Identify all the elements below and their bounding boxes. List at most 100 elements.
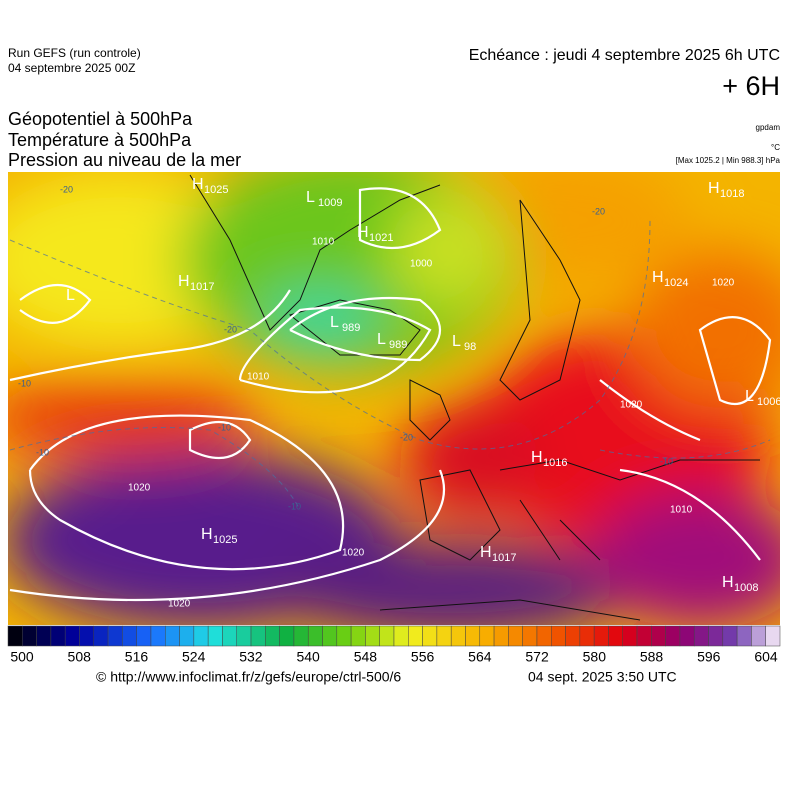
pressure-center: L 989 xyxy=(377,331,407,351)
colorbar-swatch xyxy=(107,625,123,647)
temperature-label: -10 xyxy=(36,447,49,457)
colorbar-swatch xyxy=(93,625,109,647)
unit: gpdam xyxy=(756,123,781,132)
isobar-label: 1020 xyxy=(342,548,365,559)
center-value: 1025 xyxy=(213,534,237,546)
colorbar-swatch xyxy=(765,625,781,647)
temperature-label: -20 xyxy=(400,432,413,442)
isobar-label: 1020 xyxy=(712,278,735,289)
center-value: 1024 xyxy=(664,277,688,289)
center-value: 1016 xyxy=(543,457,567,469)
center-value: 1025 xyxy=(204,184,228,196)
center-value: 1017 xyxy=(492,552,516,564)
colorbar-tick-label: 500 xyxy=(10,649,34,665)
colorbar-tick-label: 580 xyxy=(583,649,607,665)
colorbar-tick-label: 548 xyxy=(354,649,378,665)
isobar-label: 1010 xyxy=(670,505,693,516)
colorbar-swatch xyxy=(279,625,295,647)
center-kind: H xyxy=(708,180,720,197)
colorbar-swatch xyxy=(193,625,209,647)
center-kind: H xyxy=(722,574,734,591)
colorbar-swatch xyxy=(722,625,738,647)
center-kind: L xyxy=(452,333,461,350)
temperature-label: -10 xyxy=(660,456,673,466)
isobar-label: 1010 xyxy=(312,237,335,248)
center-kind: H xyxy=(652,269,664,286)
pressure-center: L 989 xyxy=(330,314,360,334)
center-value: 1021 xyxy=(369,232,393,244)
colorbar-swatch xyxy=(736,625,752,647)
pressure-center: L 1006 xyxy=(745,388,781,408)
pressure-center: L 98 xyxy=(452,333,476,353)
colorbar-swatch xyxy=(665,625,681,647)
colorbar-swatch xyxy=(150,625,166,647)
center-kind: H xyxy=(201,526,213,543)
title: Pression au niveau de la mer xyxy=(8,150,241,170)
colorbar-swatch xyxy=(336,625,352,647)
colorbar-swatch xyxy=(22,625,37,647)
center-value: 989 xyxy=(389,339,407,351)
unit: [Max 1025.2 | Min 988.3] hPa xyxy=(676,156,781,165)
pressure-center: H 1025 xyxy=(201,526,237,546)
colorbar-swatch xyxy=(365,625,380,647)
run: Run GEFS (run controle) xyxy=(8,46,141,60)
center-value: 1018 xyxy=(720,188,744,200)
colorbar-swatch xyxy=(265,625,280,647)
temperature-label: -20 xyxy=(60,184,73,194)
pressure-center: H 1017 xyxy=(178,273,214,293)
pressure-center: H 1018 xyxy=(708,180,744,200)
colorbar-tick-label: 556 xyxy=(411,649,435,665)
center-value: 1006 xyxy=(757,396,781,408)
pressure-center: H 1008 xyxy=(722,574,758,594)
colorbar-swatch xyxy=(508,625,523,647)
colorbar-swatch xyxy=(450,625,466,647)
echeance: Echéance : jeudi 4 septembre 2025 6h UTC xyxy=(469,47,780,64)
title: Température à 500hPa xyxy=(8,130,192,150)
colorbar-swatch xyxy=(479,625,495,647)
colorbar-tick-label: 540 xyxy=(296,649,320,665)
temperature-label: -10 xyxy=(218,422,231,432)
pressure-center: H 1021 xyxy=(357,224,393,244)
colorbar-swatch xyxy=(136,625,152,647)
colorbar-tick-label: 596 xyxy=(697,649,721,665)
colorbar-swatch xyxy=(636,625,652,647)
colorbar-swatch xyxy=(622,625,638,647)
colorbar-swatch xyxy=(293,625,309,647)
colorbar-swatch xyxy=(207,625,223,647)
colorbar-swatch xyxy=(179,625,195,647)
colorbar-swatch xyxy=(165,625,180,647)
center-kind: L xyxy=(330,314,339,331)
colorbar-tick-label: 516 xyxy=(125,649,149,665)
center-value: 1017 xyxy=(190,281,214,293)
colorbar-swatch xyxy=(122,625,137,647)
colorbar: 500 508 516 524 532 540 548 556 564 572 580 588 596 6… xyxy=(7,625,781,665)
colorbar-tick-label: 524 xyxy=(182,649,206,665)
colorbar-swatch xyxy=(322,625,338,647)
colorbar-swatch xyxy=(493,625,509,647)
colorbar-tick-label: 604 xyxy=(754,649,778,665)
center-value: 1009 xyxy=(318,197,342,209)
pressure-center: H 1025 xyxy=(192,176,228,196)
colorbar-swatch xyxy=(379,625,395,647)
colorbar-tick-label: 532 xyxy=(239,649,263,665)
center-kind: H xyxy=(192,176,204,193)
isobar-label: 1000 xyxy=(410,259,433,270)
colorbar-swatch xyxy=(565,625,581,647)
isobar-label: 1020 xyxy=(620,400,643,411)
run-date: 04 septembre 2025 00Z xyxy=(8,61,135,75)
colorbar-swatch xyxy=(393,625,409,647)
colorbar-swatch xyxy=(50,625,66,647)
colorbar-tick-label: 572 xyxy=(525,649,549,665)
center-value: 1008 xyxy=(734,582,758,594)
colorbar-swatch xyxy=(422,625,438,647)
colorbar-swatch xyxy=(7,625,23,647)
colorbar-tick-label: 564 xyxy=(468,649,492,665)
map xyxy=(8,172,780,625)
footer-url: © http://www.infoclimat.fr/z/gefs/europe… xyxy=(96,669,401,685)
colorbar-swatch xyxy=(436,625,452,647)
center-value: 98 xyxy=(464,341,476,353)
colorbar-swatch xyxy=(307,625,323,647)
colorbar-swatch xyxy=(350,625,366,647)
colorbar-swatch xyxy=(693,625,709,647)
colorbar-swatch xyxy=(79,625,95,647)
